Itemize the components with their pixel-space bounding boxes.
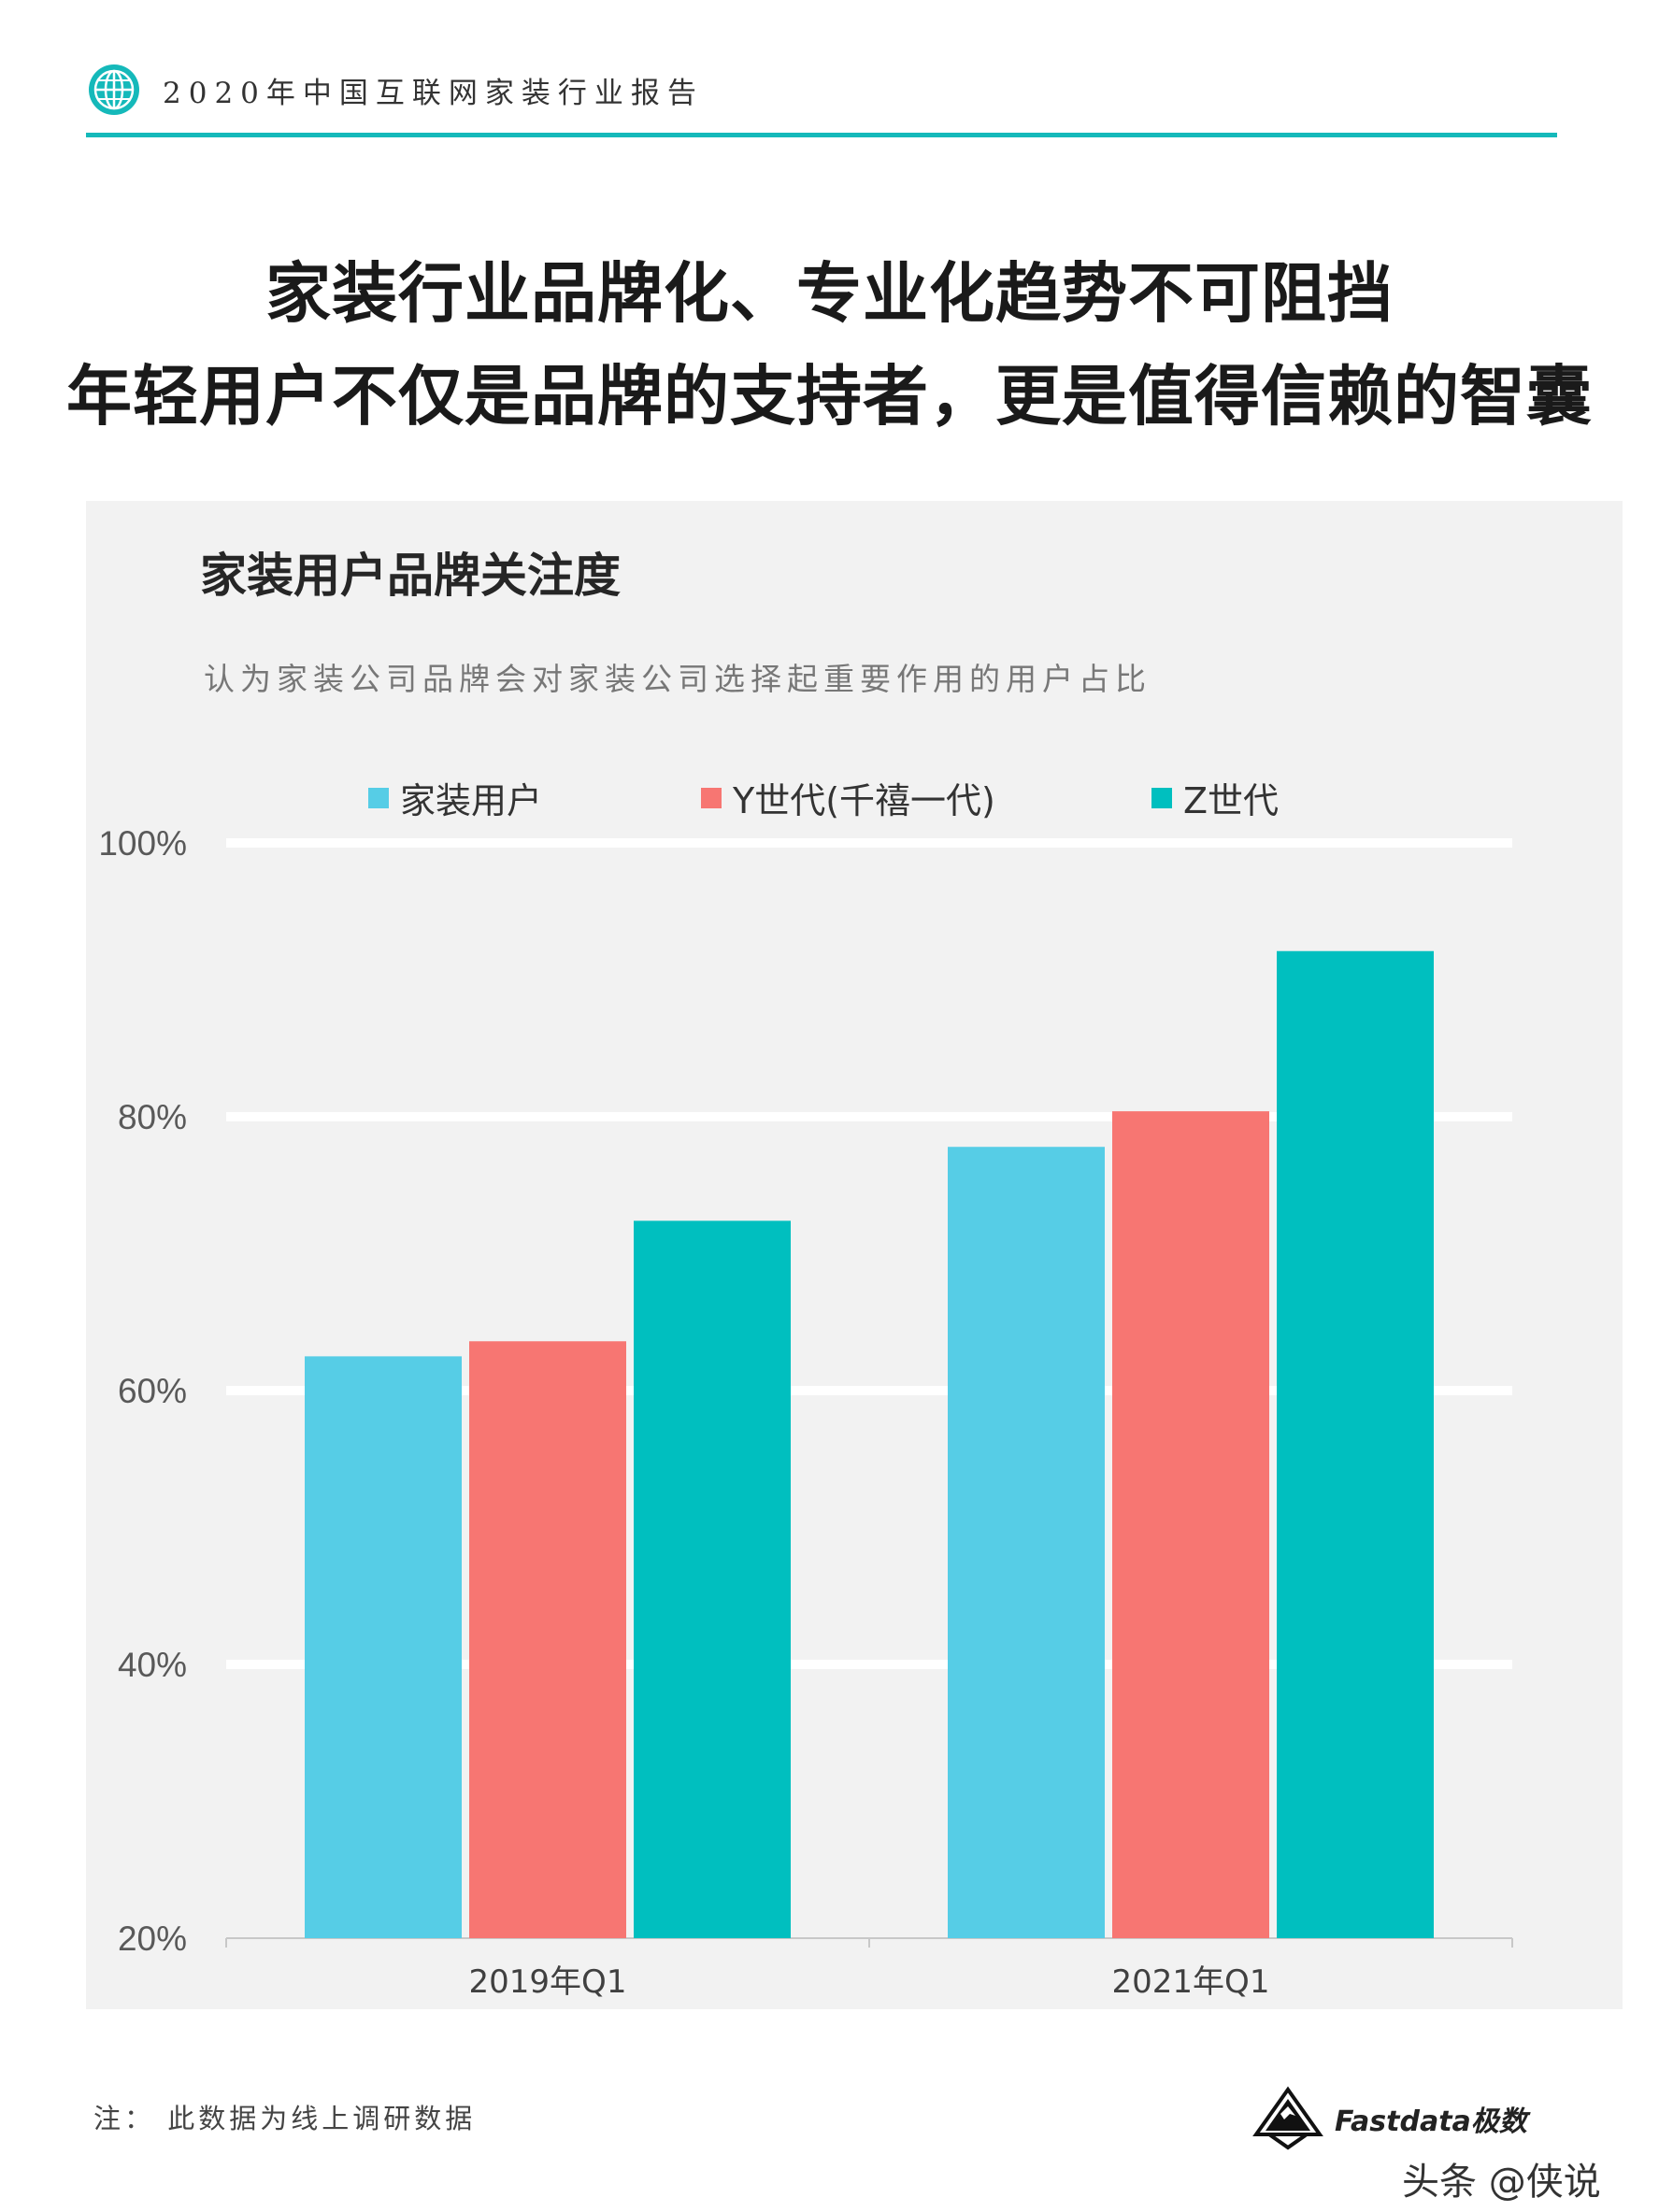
x-category-label: 2021年Q1 (1112, 1963, 1270, 2001)
legend-swatch (701, 787, 722, 808)
globe-icon (89, 64, 139, 115)
y-tick-label: 100% (98, 824, 187, 863)
y-tick-label: 80% (118, 1098, 187, 1136)
y-tick-label: 40% (118, 1646, 187, 1684)
bar (634, 1220, 791, 1938)
headline-line-2: 年轻用户不仅是品牌的支持者，更是值得信赖的智囊 (66, 358, 1593, 435)
chart-title: 家装用户品牌关注度 (200, 549, 621, 603)
brand-name: Fastdata极数 (1335, 2105, 1527, 2138)
report-header: 2020年中国互联网家装行业报告 (86, 62, 704, 118)
chart-subtitle: 认为家装公司品牌会对家装公司选择起重要作用的用户占比 (204, 661, 1151, 697)
legend-swatch (1151, 787, 1172, 808)
legend-item-household-users: 家装用户 (368, 772, 542, 823)
x-category-label: 2019年Q1 (469, 1963, 627, 2001)
bar (1277, 950, 1434, 1938)
footnote: 注： 此数据为线上调研数据 (93, 2103, 477, 2134)
legend-label: Z世代 (1183, 780, 1280, 821)
legend-item-gen-z: Z世代 (1151, 772, 1279, 823)
bar (469, 1341, 626, 1938)
bar (948, 1147, 1105, 1938)
headline-line-1: 家装行业品牌化、专业化趋势不可阻挡 (265, 255, 1394, 332)
bar (305, 1356, 462, 1938)
legend-item-gen-y: Y世代(千禧一代) (701, 772, 995, 823)
legend-swatch (368, 787, 389, 808)
report-title: 2020年中国互联网家装行业报告 (163, 76, 704, 110)
header-divider (86, 133, 1557, 137)
legend-label: 家装用户 (400, 780, 543, 821)
y-tick-label: 20% (118, 1919, 187, 1958)
y-tick-label: 60% (118, 1372, 187, 1410)
mountain-logo-icon (1252, 2086, 1323, 2150)
bar (1112, 1111, 1269, 1938)
watermark: 头条 @侠说 (1402, 2161, 1601, 2204)
legend-label: Y世代(千禧一代) (733, 780, 995, 821)
brand-mark: Fastdata极数 (1252, 2086, 1527, 2151)
